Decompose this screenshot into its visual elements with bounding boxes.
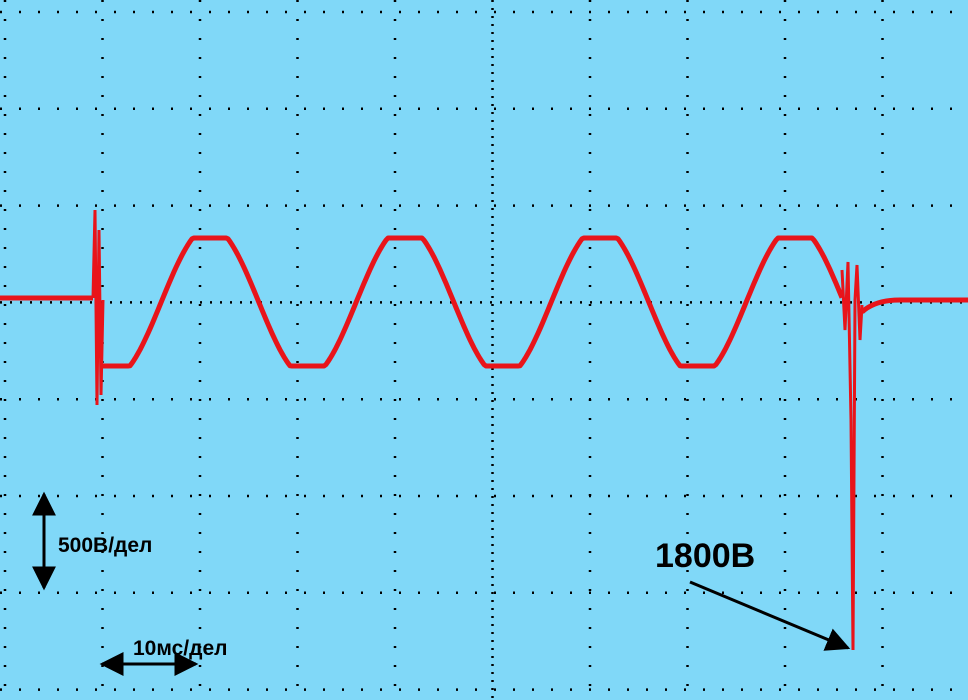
peak-pointer-arrow — [689, 580, 851, 651]
switching-spikes — [91, 209, 864, 651]
volts-per-div-label: 500В/дел — [58, 534, 152, 557]
peak-voltage-label: 1800В — [655, 537, 755, 575]
time-per-div-label: 10мс/дел — [133, 637, 227, 660]
waveform-trace — [0, 235, 968, 369]
